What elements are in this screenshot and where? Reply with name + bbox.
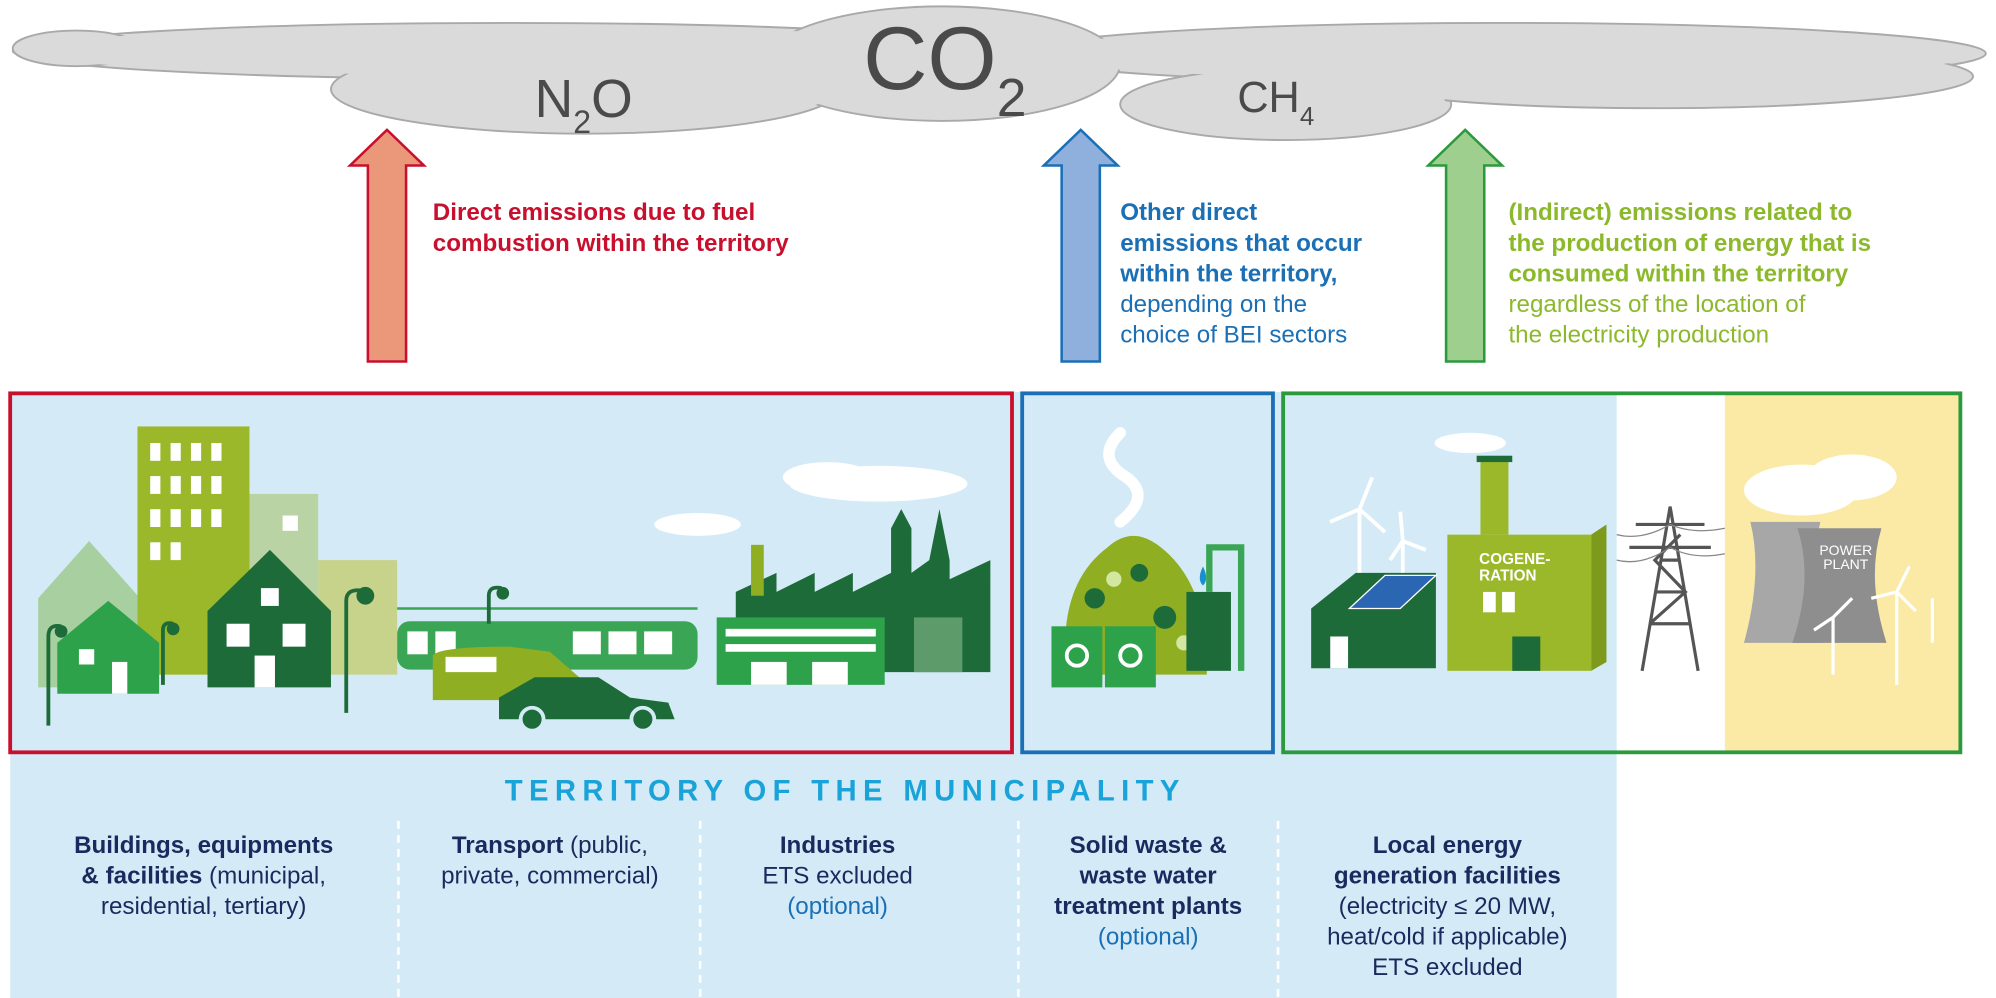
emission-text-bold: (Indirect) emissions related to: [1508, 199, 1852, 226]
sector-text: (electricity ≤ 20 MW,: [1339, 893, 1556, 920]
emission-text-bold: the production of energy that is: [1508, 230, 1871, 257]
gas-symbol: CO: [863, 8, 997, 108]
sector-line: heat/cold if applicable): [1327, 924, 1568, 951]
red-arrow: [350, 130, 424, 362]
green-arrow: [1428, 130, 1502, 362]
sector-line: (optional): [1098, 924, 1199, 951]
sector-line: private, commercial): [441, 862, 659, 889]
cogeneration-text: COGENE-: [1479, 551, 1550, 568]
cogeneration-text: RATION: [1479, 567, 1536, 584]
sector-text: treatment plants: [1054, 893, 1242, 920]
sector-line: Local energy: [1373, 832, 1523, 859]
sector-line: Solid waste &: [1070, 832, 1227, 859]
emission-text-bold: combustion within the territory: [433, 230, 789, 257]
sector-text: ETS excluded: [1372, 954, 1522, 981]
sector-line: residential, tertiary): [101, 893, 307, 920]
emission-text: depending on the: [1120, 291, 1307, 318]
emission-text-bold: within the territory,: [1119, 260, 1337, 287]
sector-text: (municipal,: [202, 862, 326, 889]
sector-line: (electricity ≤ 20 MW,: [1339, 893, 1556, 920]
sector-text: Buildings, equipments: [74, 832, 333, 859]
blue-arrow: [1044, 130, 1118, 362]
sector-line: & facilities (municipal,: [81, 862, 326, 889]
power-plant-text: PLANT: [1823, 556, 1869, 572]
sector-line: Buildings, equipments: [74, 832, 333, 859]
emission-text-bold: Direct emissions due to fuel: [433, 199, 755, 226]
sector-text: Local energy: [1373, 832, 1523, 859]
emission-text: choice of BEI sectors: [1120, 321, 1347, 348]
gas-subscript: 2: [997, 69, 1027, 128]
gas-symbol: CH: [1237, 74, 1300, 122]
sector-text: private, commercial): [441, 862, 659, 889]
sector-text: residential, tertiary): [101, 893, 307, 920]
sector-text: Solid waste &: [1070, 832, 1227, 859]
sector-text: (optional): [787, 893, 888, 920]
sector-text: & facilities: [81, 862, 202, 889]
territory-title: TERRITORY OF THE MUNICIPALITY: [505, 776, 1186, 808]
sector-text: (public,: [563, 832, 648, 859]
gas-symbol: N: [535, 70, 574, 129]
sector-line: generation facilities: [1334, 862, 1561, 889]
emission-text: regardless of the location of: [1508, 291, 1805, 318]
emission-text-bold: consumed within the territory: [1508, 260, 1848, 287]
sector-text: ETS excluded: [762, 862, 912, 889]
emission-text-bold: Other direct: [1120, 199, 1257, 226]
sector-text: heat/cold if applicable): [1327, 924, 1568, 951]
sector-line: waste water: [1079, 862, 1218, 889]
sector-line: Transport (public,: [452, 832, 648, 859]
sector-text: Transport: [452, 832, 563, 859]
emission-text-bold: emissions that occur: [1120, 230, 1362, 257]
sector-line: ETS excluded: [1372, 954, 1522, 981]
emission-texts: Direct emissions due to fuel combustion w…: [433, 199, 1871, 348]
gas-subscript: 2: [573, 104, 591, 140]
sector-text: generation facilities: [1334, 862, 1561, 889]
sector-text: Industries: [780, 832, 896, 859]
sector-text: waste water: [1079, 862, 1218, 889]
sector-line: ETS excluded: [762, 862, 912, 889]
sector-text: (optional): [1098, 924, 1199, 951]
gas-symbol: O: [591, 70, 633, 129]
emission-text: the electricity production: [1508, 321, 1769, 348]
gas-subscript: 4: [1300, 101, 1314, 131]
diagram: N2OCO2CH4 Direct emissions due to fuelco…: [0, 0, 1996, 998]
sector-line: (optional): [787, 893, 888, 920]
sector-line: treatment plants: [1054, 893, 1242, 920]
sector-line: Industries: [780, 832, 896, 859]
page: N2OCO2CH4 Direct emissions due to fuelco…: [0, 0, 1996, 998]
